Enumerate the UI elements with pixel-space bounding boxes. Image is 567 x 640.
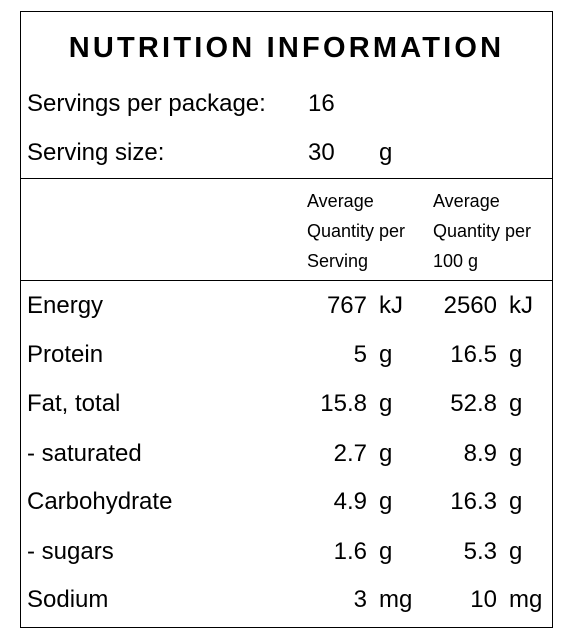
sugars-per-serving: 1.6 bbox=[333, 538, 367, 565]
energy-per-100g-unit: kJ bbox=[509, 292, 533, 319]
row-label-fat-total: Fat, total bbox=[27, 390, 121, 417]
saturated-per-serving-unit: g bbox=[379, 440, 393, 467]
header-per-serving-line-3: Serving bbox=[307, 251, 369, 271]
divider-top bbox=[21, 178, 552, 179]
fat-total-per-serving-unit: g bbox=[379, 390, 393, 417]
serving-size-label: Serving size: bbox=[27, 139, 165, 166]
carbohydrate-per-serving: 4.9 bbox=[333, 488, 367, 515]
protein-per-serving: 5 bbox=[353, 341, 367, 368]
row-label-carbohydrate: Carbohydrate bbox=[27, 488, 173, 515]
row-label-protein: Protein bbox=[27, 341, 104, 368]
carbohydrate-per-100g-unit: g bbox=[509, 488, 523, 515]
sodium-per-100g-unit: mg bbox=[509, 586, 543, 613]
carbohydrate-per-100g: 16.3 bbox=[450, 488, 497, 515]
sugars-per-100g-unit: g bbox=[509, 538, 523, 565]
energy-per-serving-unit: kJ bbox=[379, 292, 403, 319]
fat-total-per-100g-unit: g bbox=[509, 390, 523, 417]
servings-label: Servings per package: bbox=[27, 90, 266, 117]
saturated-per-serving: 2.7 bbox=[333, 440, 367, 467]
carbohydrate-per-serving-unit: g bbox=[379, 488, 393, 515]
sodium-per-serving: 3 bbox=[353, 586, 367, 613]
saturated-per-100g-unit: g bbox=[509, 440, 523, 467]
divider-header bbox=[21, 280, 552, 281]
panel-title: NUTRITION INFORMATION bbox=[68, 32, 505, 64]
row-label-sodium: Sodium bbox=[27, 586, 109, 613]
servings-value: 16 bbox=[308, 90, 335, 117]
serving-size-unit: g bbox=[379, 139, 393, 166]
saturated-per-100g: 8.9 bbox=[463, 440, 497, 467]
row-label-sugars: - sugars bbox=[27, 538, 114, 565]
serving-size-value: 30 bbox=[308, 139, 335, 166]
sodium-per-serving-unit: mg bbox=[379, 586, 413, 613]
energy-per-serving: 767 bbox=[326, 292, 367, 319]
header-per-100g-line-2: Quantity per bbox=[433, 221, 532, 241]
header-per-serving-line-2: Quantity per bbox=[307, 221, 406, 241]
protein-per-100g: 16.5 bbox=[450, 341, 497, 368]
protein-per-serving-unit: g bbox=[379, 341, 393, 368]
fat-total-per-100g: 52.8 bbox=[450, 390, 497, 417]
header-per-serving-line-1: Average bbox=[307, 191, 374, 211]
nutrition-panel: NUTRITION INFORMATION Servings per packa… bbox=[20, 11, 553, 628]
energy-per-100g: 2560 bbox=[443, 292, 497, 319]
row-label-saturated: - saturated bbox=[27, 440, 142, 467]
row-label-energy: Energy bbox=[27, 292, 104, 319]
fat-total-per-serving: 15.8 bbox=[320, 390, 367, 417]
sugars-per-serving-unit: g bbox=[379, 538, 393, 565]
protein-per-100g-unit: g bbox=[509, 341, 523, 368]
sodium-per-100g: 10 bbox=[470, 586, 497, 613]
sugars-per-100g: 5.3 bbox=[463, 538, 497, 565]
header-per-100g-line-1: Average bbox=[433, 191, 500, 211]
header-per-100g-line-3: 100 g bbox=[433, 251, 479, 271]
